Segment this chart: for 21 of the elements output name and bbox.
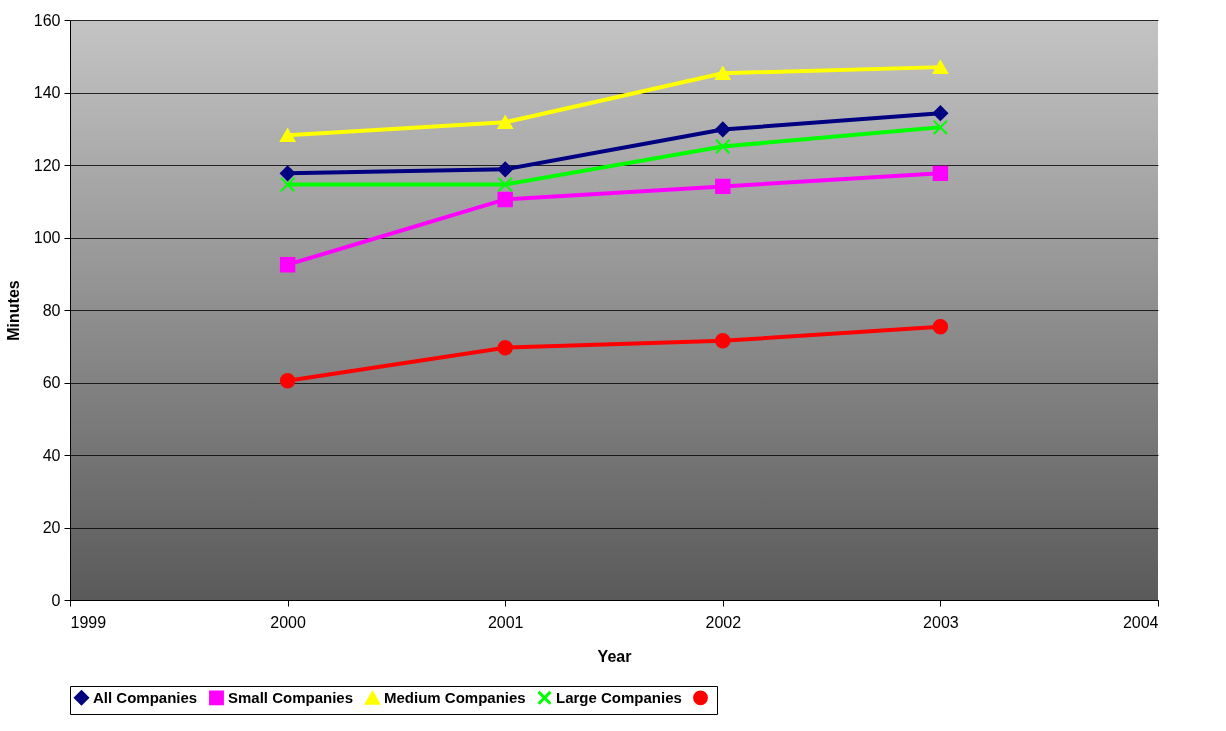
x-tick-label: 2001 <box>487 613 524 631</box>
y-tick-label: 80 <box>42 301 61 319</box>
x-tick-label: 2002 <box>705 613 742 631</box>
legend-label: All Companies <box>93 688 198 706</box>
y-tick-label: 120 <box>33 156 61 174</box>
y-tick-label: 40 <box>42 446 61 464</box>
y-tick-label: 0 <box>51 591 61 609</box>
y-axis-title: Minutes <box>4 280 22 341</box>
legend-label: Small Companies <box>228 688 354 706</box>
x-axis-title: Year <box>597 647 632 665</box>
legend-label: Large Companies <box>556 688 682 706</box>
y-tick-label: 140 <box>33 84 61 101</box>
x-tick-label: 2000 <box>270 613 306 631</box>
y-tick-label: 20 <box>42 519 61 536</box>
x-tick-label: 2004 <box>1122 613 1159 631</box>
y-tick-label: 160 <box>33 11 61 29</box>
x-tick-label: 2003 <box>923 613 959 631</box>
legend-label: Medium Companies <box>384 689 526 707</box>
y-tick-label: 100 <box>33 229 61 246</box>
y-tick-label: 60 <box>42 374 61 391</box>
x-tick-label: 1999 <box>70 613 107 631</box>
